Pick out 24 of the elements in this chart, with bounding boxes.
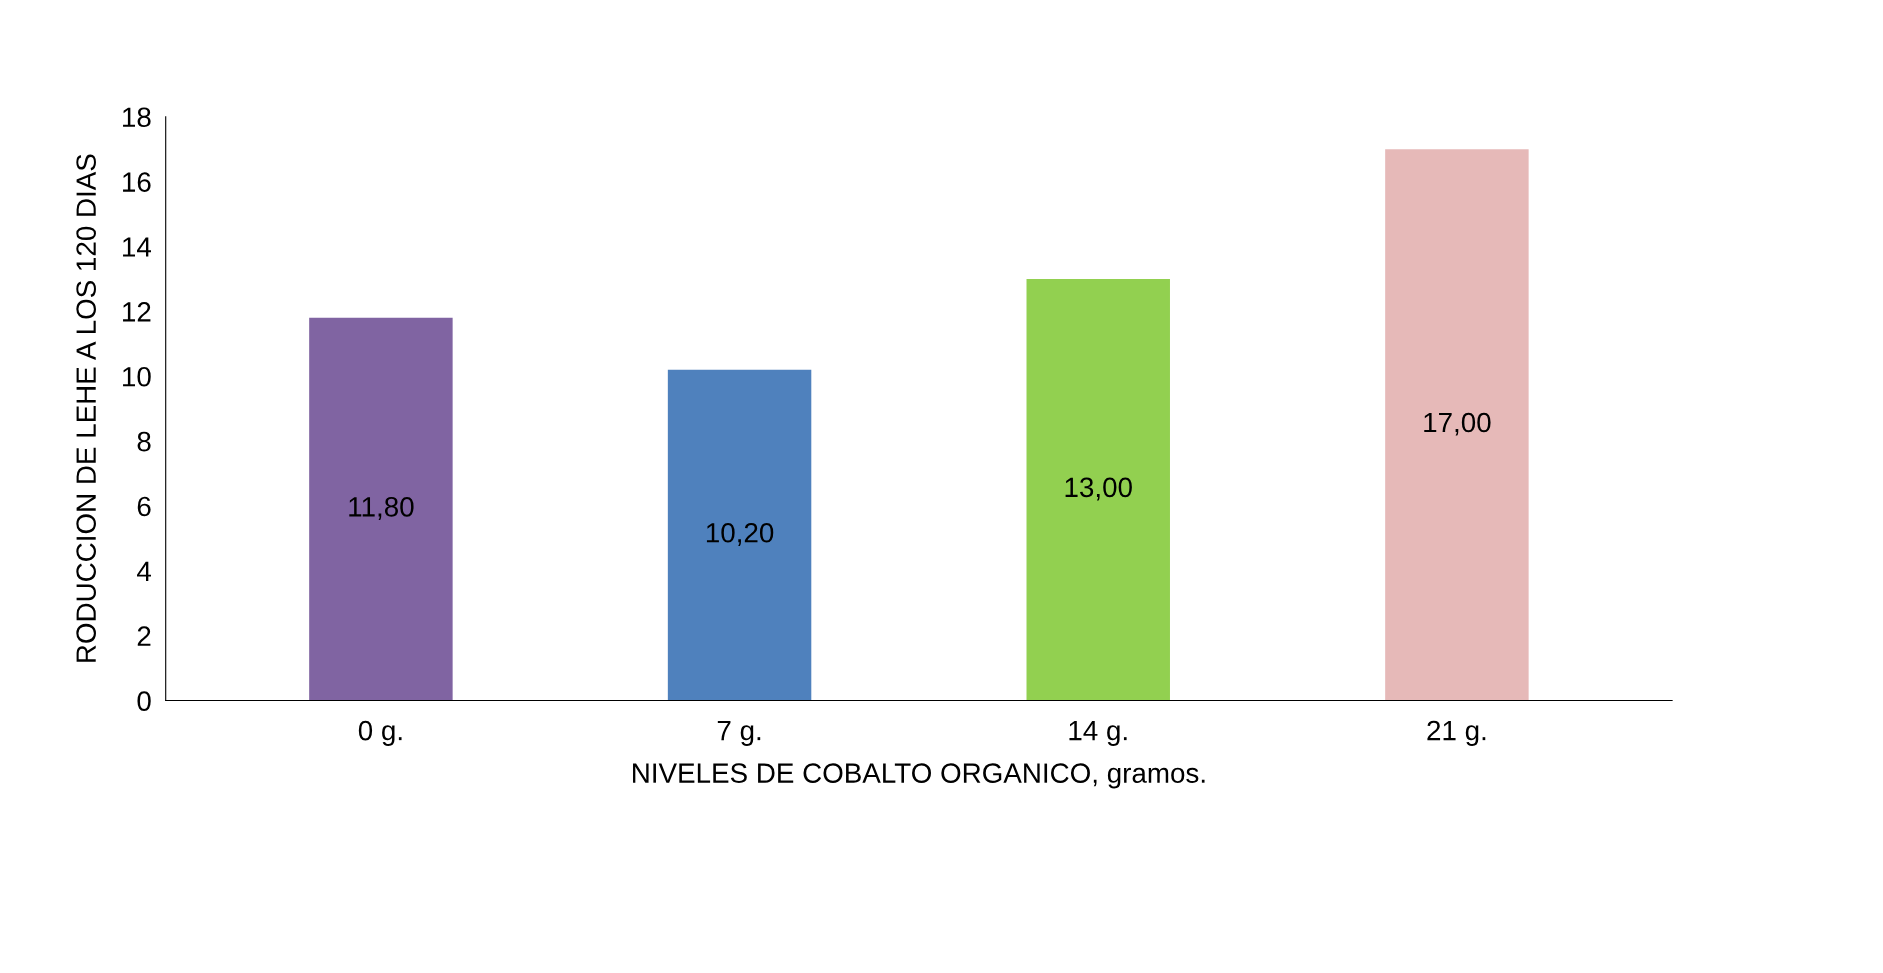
bar xyxy=(667,369,812,701)
bar xyxy=(1026,278,1170,701)
x-tick-label: 21 g. xyxy=(1427,720,1486,746)
y-tick-label: 2 xyxy=(137,626,151,646)
data-label: 13,00 xyxy=(1065,477,1132,501)
data-label: 10,20 xyxy=(706,522,774,546)
x-tick-label: 0 g. xyxy=(358,720,402,746)
x-tick-label: 14 g. xyxy=(1069,721,1127,746)
bar xyxy=(309,317,453,701)
data-label: 11,80 xyxy=(349,496,414,520)
y-tick-label: 0 xyxy=(137,691,151,711)
y-tick-label: 18 xyxy=(123,107,151,128)
y-tick-label: 4 xyxy=(137,561,151,581)
data-label: 17,00 xyxy=(1424,412,1491,436)
y-tick-label: 8 xyxy=(137,431,151,452)
y-tick-label: 12 xyxy=(123,302,151,322)
x-tick-label: 7 g. xyxy=(717,721,761,746)
x-axis-title: NIVELES DE COBALTO ORGANICO, gramos. xyxy=(633,763,1205,789)
y-tick-label: 14 xyxy=(123,237,152,257)
y-tick-label: 10 xyxy=(123,366,151,387)
bar xyxy=(1385,149,1529,701)
y-tick-label: 16 xyxy=(123,172,151,192)
y-axis-title: RODUCCION DE LEHE A LOS 120 DIAS xyxy=(76,154,96,662)
y-tick-label: 6 xyxy=(137,496,151,517)
